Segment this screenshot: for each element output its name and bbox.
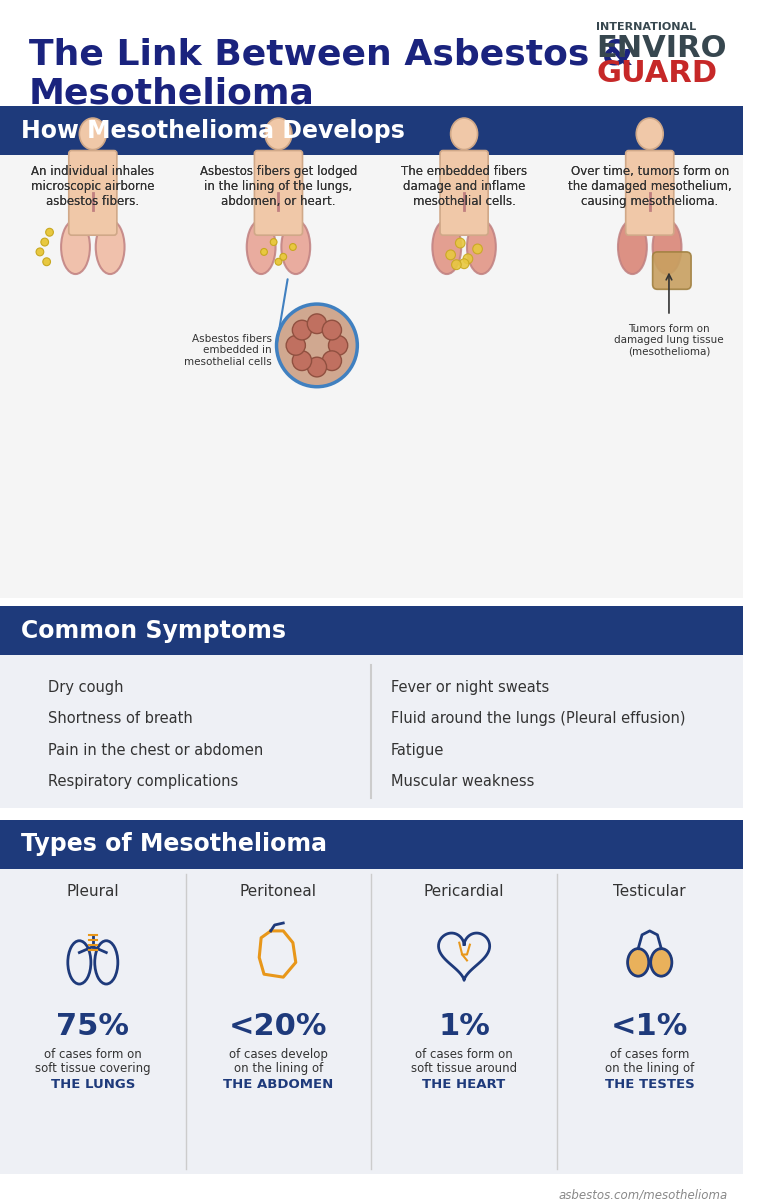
Text: An individual inhales
microscopic airborne
asbestos fibers.: An individual inhales microscopic airbor… bbox=[31, 166, 154, 209]
FancyBboxPatch shape bbox=[0, 156, 743, 599]
Text: THE ABDOMEN: THE ABDOMEN bbox=[223, 1078, 334, 1091]
Circle shape bbox=[293, 350, 312, 371]
Circle shape bbox=[275, 258, 282, 265]
Text: ENVIRO: ENVIRO bbox=[596, 35, 727, 64]
Text: THE LUNGS: THE LUNGS bbox=[51, 1078, 135, 1091]
Text: Asbestos fibers get lodged
in the lining of the lungs,
abdomen, or heart.: Asbestos fibers get lodged in the lining… bbox=[200, 166, 357, 209]
FancyBboxPatch shape bbox=[652, 252, 691, 289]
Ellipse shape bbox=[618, 220, 647, 274]
Text: Pericardial: Pericardial bbox=[424, 883, 504, 899]
Text: on the lining of: on the lining of bbox=[605, 1062, 694, 1075]
Ellipse shape bbox=[467, 220, 496, 274]
FancyBboxPatch shape bbox=[625, 150, 674, 235]
Text: GUARD: GUARD bbox=[596, 59, 717, 88]
Text: INTERNATIONAL: INTERNATIONAL bbox=[596, 22, 696, 31]
Circle shape bbox=[459, 259, 469, 269]
Text: Asbestos fibers get lodged
in the lining of the lungs,
abdomen, or heart.: Asbestos fibers get lodged in the lining… bbox=[200, 166, 357, 209]
Text: Respiratory complications: Respiratory complications bbox=[48, 774, 239, 790]
Text: asbestos.com/mesothelioma: asbestos.com/mesothelioma bbox=[559, 1189, 728, 1200]
FancyBboxPatch shape bbox=[0, 869, 743, 1174]
Text: Testicular: Testicular bbox=[614, 883, 686, 899]
Ellipse shape bbox=[281, 220, 310, 274]
Text: How Mesothelioma Develops: How Mesothelioma Develops bbox=[21, 119, 405, 143]
Ellipse shape bbox=[80, 118, 107, 150]
Text: soft tissue covering: soft tissue covering bbox=[35, 1062, 151, 1075]
Ellipse shape bbox=[265, 118, 292, 150]
Circle shape bbox=[307, 358, 327, 377]
Ellipse shape bbox=[651, 949, 672, 976]
Text: Common Symptoms: Common Symptoms bbox=[21, 619, 286, 643]
Text: Over time, tumors form on
the damaged mesothelium,
causing mesothelioma.: Over time, tumors form on the damaged me… bbox=[568, 166, 732, 209]
Ellipse shape bbox=[451, 118, 478, 150]
Circle shape bbox=[280, 253, 286, 260]
Circle shape bbox=[472, 244, 482, 254]
Circle shape bbox=[322, 320, 341, 340]
Text: An individual inhales
microscopic airborne
asbestos fibers.: An individual inhales microscopic airbor… bbox=[31, 166, 154, 209]
FancyBboxPatch shape bbox=[0, 655, 743, 808]
Text: Types of Mesothelioma: Types of Mesothelioma bbox=[21, 833, 327, 857]
Circle shape bbox=[276, 304, 357, 386]
Circle shape bbox=[270, 239, 277, 246]
Circle shape bbox=[307, 314, 327, 334]
Ellipse shape bbox=[61, 220, 90, 274]
Ellipse shape bbox=[652, 220, 682, 274]
Circle shape bbox=[41, 238, 49, 246]
Text: of cases form: of cases form bbox=[610, 1048, 689, 1061]
Circle shape bbox=[322, 350, 341, 371]
Text: Muscular weakness: Muscular weakness bbox=[391, 774, 534, 790]
Text: Dry cough: Dry cough bbox=[48, 680, 124, 695]
Text: Tumors form on
damaged lung tissue
(mesothelioma): Tumors form on damaged lung tissue (meso… bbox=[615, 324, 724, 356]
Ellipse shape bbox=[636, 118, 663, 150]
Text: <1%: <1% bbox=[611, 1012, 689, 1040]
Circle shape bbox=[42, 258, 50, 265]
Circle shape bbox=[46, 228, 53, 236]
Text: <20%: <20% bbox=[229, 1012, 327, 1040]
Text: of cases develop: of cases develop bbox=[229, 1048, 328, 1061]
FancyBboxPatch shape bbox=[0, 107, 743, 156]
Text: soft tissue around: soft tissue around bbox=[411, 1062, 517, 1075]
Text: of cases form on: of cases form on bbox=[44, 1048, 142, 1061]
Text: Fatigue: Fatigue bbox=[391, 743, 444, 758]
Text: Asbestos fibers
embedded in
mesothelial cells: Asbestos fibers embedded in mesothelial … bbox=[184, 334, 272, 367]
Text: on the lining of: on the lining of bbox=[234, 1062, 323, 1075]
Ellipse shape bbox=[96, 220, 124, 274]
Circle shape bbox=[286, 336, 306, 355]
Circle shape bbox=[452, 259, 461, 270]
Ellipse shape bbox=[247, 220, 276, 274]
Text: Fever or night sweats: Fever or night sweats bbox=[391, 680, 549, 695]
Text: Pleural: Pleural bbox=[66, 883, 119, 899]
FancyBboxPatch shape bbox=[0, 820, 743, 869]
Circle shape bbox=[261, 248, 267, 256]
Circle shape bbox=[445, 250, 455, 259]
Text: Over time, tumors form on
the damaged mesothelium,
causing mesothelioma.: Over time, tumors form on the damaged me… bbox=[568, 166, 732, 209]
Text: THE TESTES: THE TESTES bbox=[604, 1078, 695, 1091]
Circle shape bbox=[36, 248, 44, 256]
FancyBboxPatch shape bbox=[69, 150, 117, 235]
Circle shape bbox=[455, 238, 465, 248]
Text: Shortness of breath: Shortness of breath bbox=[48, 712, 193, 726]
Circle shape bbox=[328, 336, 347, 355]
Text: 75%: 75% bbox=[56, 1012, 130, 1040]
Ellipse shape bbox=[432, 220, 461, 274]
Text: Mesothelioma: Mesothelioma bbox=[29, 77, 315, 110]
Ellipse shape bbox=[628, 949, 648, 976]
Circle shape bbox=[463, 254, 472, 264]
FancyBboxPatch shape bbox=[255, 150, 303, 235]
Text: Peritoneal: Peritoneal bbox=[240, 883, 317, 899]
Text: The embedded fibers
damage and inflame
mesothelial cells.: The embedded fibers damage and inflame m… bbox=[401, 166, 527, 209]
Text: Pain in the chest or abdomen: Pain in the chest or abdomen bbox=[48, 743, 263, 758]
Circle shape bbox=[293, 320, 312, 340]
FancyBboxPatch shape bbox=[440, 150, 488, 235]
Text: THE HEART: THE HEART bbox=[422, 1078, 506, 1091]
Text: 1%: 1% bbox=[438, 1012, 490, 1040]
Text: Fluid around the lungs (Pleural effusion): Fluid around the lungs (Pleural effusion… bbox=[391, 712, 685, 726]
Text: The embedded fibers
damage and inflame
mesothelial cells.: The embedded fibers damage and inflame m… bbox=[401, 166, 527, 209]
Text: The Link Between Asbestos &: The Link Between Asbestos & bbox=[29, 37, 633, 71]
Text: of cases form on: of cases form on bbox=[415, 1048, 513, 1061]
FancyBboxPatch shape bbox=[0, 606, 743, 655]
Circle shape bbox=[290, 244, 296, 251]
